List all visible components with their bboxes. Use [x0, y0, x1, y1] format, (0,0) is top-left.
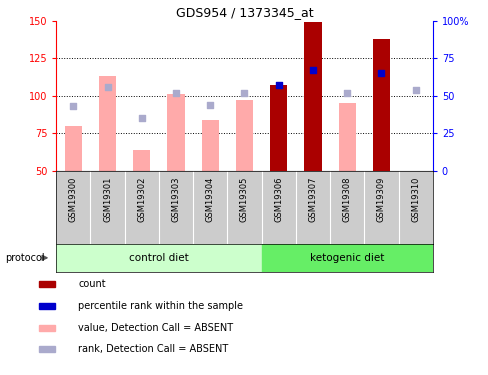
Bar: [261, 244, 432, 272]
Bar: [39, 346, 55, 352]
Text: GSM19308: GSM19308: [342, 177, 351, 222]
Bar: [99, 76, 116, 171]
Bar: [201, 120, 218, 171]
Point: [240, 90, 248, 96]
Text: ketogenic diet: ketogenic diet: [309, 253, 384, 263]
Point: [377, 70, 385, 76]
Bar: [133, 150, 150, 171]
Point: [138, 115, 145, 121]
Bar: [64, 126, 81, 171]
Bar: [167, 94, 184, 171]
Point: [206, 102, 214, 108]
Point: [172, 90, 180, 96]
Point: [343, 90, 350, 96]
Text: GSM19306: GSM19306: [274, 177, 283, 222]
Bar: [338, 103, 355, 171]
Bar: [39, 324, 55, 330]
Text: protocol: protocol: [5, 253, 44, 263]
Text: value, Detection Call = ABSENT: value, Detection Call = ABSENT: [78, 322, 233, 333]
Text: count: count: [78, 279, 105, 289]
Text: control diet: control diet: [129, 253, 188, 263]
Text: GSM19300: GSM19300: [69, 177, 78, 222]
Text: GSM19304: GSM19304: [205, 177, 214, 222]
Bar: [304, 22, 321, 171]
Text: percentile rank within the sample: percentile rank within the sample: [78, 301, 243, 310]
Text: GSM19305: GSM19305: [240, 177, 248, 222]
Text: GSM19302: GSM19302: [137, 177, 146, 222]
Bar: [39, 303, 55, 309]
Text: GSM19310: GSM19310: [410, 177, 419, 222]
Point: [274, 82, 282, 88]
Text: GSM19303: GSM19303: [171, 177, 180, 222]
Bar: [269, 85, 286, 171]
Title: GDS954 / 1373345_at: GDS954 / 1373345_at: [175, 6, 313, 20]
Bar: [372, 39, 389, 171]
Text: rank, Detection Call = ABSENT: rank, Detection Call = ABSENT: [78, 344, 228, 354]
Text: GSM19309: GSM19309: [376, 177, 385, 222]
Point: [411, 87, 419, 93]
Text: GSM19307: GSM19307: [308, 177, 317, 222]
Point: [69, 103, 77, 109]
Point: [103, 84, 111, 90]
Text: GSM19301: GSM19301: [103, 177, 112, 222]
Point: [308, 67, 316, 73]
Bar: [39, 281, 55, 287]
Bar: [235, 100, 253, 171]
Bar: [56, 244, 261, 272]
